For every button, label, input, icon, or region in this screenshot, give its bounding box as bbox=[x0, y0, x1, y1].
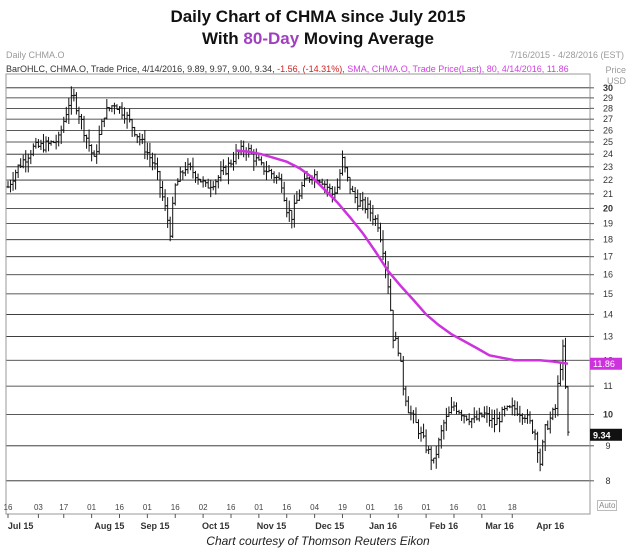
month-label-7: Feb 16 bbox=[430, 521, 459, 531]
y-tick-label-13: 13 bbox=[603, 331, 613, 341]
y-tick-label-11: 11 bbox=[603, 381, 612, 391]
y-tick-label-23: 23 bbox=[603, 162, 613, 172]
month-label-5: Dec 15 bbox=[315, 521, 344, 531]
x-tick-label-3: 01 bbox=[87, 503, 96, 512]
price-axis-price-label: Price bbox=[605, 65, 626, 75]
sma-80-line bbox=[235, 149, 569, 365]
legend-ohlc: BarOHLC, CHMA.O, Trade Price, 4/14/2016,… bbox=[6, 64, 275, 74]
y-tick-label-30: 30 bbox=[603, 83, 613, 93]
month-label-9: Apr 16 bbox=[536, 521, 564, 531]
sma-last-label: 11.86 bbox=[593, 359, 615, 369]
x-tick-label-15: 01 bbox=[422, 503, 431, 512]
legend-row: BarOHLC, CHMA.O, Trade Price, 4/14/2016,… bbox=[6, 64, 569, 74]
y-tick-label-22: 22 bbox=[603, 175, 613, 185]
x-tick-label-4: 16 bbox=[115, 503, 124, 512]
x-tick-label-10: 16 bbox=[282, 503, 291, 512]
chart-header: Daily CHMA.O 7/16/2015 - 4/28/2016 (EST) bbox=[6, 50, 626, 60]
x-tick-label-9: 01 bbox=[254, 503, 263, 512]
y-tick-label-28: 28 bbox=[603, 103, 613, 113]
y-tick-label-14: 14 bbox=[603, 309, 613, 319]
x-tick-label-13: 01 bbox=[366, 503, 375, 512]
month-label-3: Oct 15 bbox=[202, 521, 230, 531]
title-prefix: With bbox=[202, 29, 244, 48]
y-tick-label-16: 16 bbox=[603, 270, 613, 280]
chart-title-line2: With 80-Day Moving Average bbox=[0, 29, 636, 49]
month-label-2: Sep 15 bbox=[140, 521, 169, 531]
title-accent: 80-Day bbox=[243, 29, 300, 48]
month-label-4: Nov 15 bbox=[257, 521, 287, 531]
x-tick-label-1: 03 bbox=[34, 503, 43, 512]
legend-sma: SMA, CHMA.O, Trade Price(Last), 80, 4/14… bbox=[344, 64, 569, 74]
price-axis-unit: Price USD bbox=[605, 65, 626, 87]
y-tick-label-21: 21 bbox=[603, 189, 613, 199]
y-tick-label-15: 15 bbox=[603, 289, 613, 299]
legend-change: -1.56, (-14.31%), bbox=[274, 64, 345, 74]
title-suffix: Moving Average bbox=[299, 29, 434, 48]
y-tick-label-19: 19 bbox=[603, 219, 613, 229]
axes: 8910111213141516171819202122232425262728… bbox=[4, 73, 622, 531]
y-tick-label-20: 20 bbox=[603, 203, 613, 213]
sma-last-label-bg bbox=[590, 357, 622, 370]
x-tick-label-2: 17 bbox=[59, 503, 68, 512]
x-tick-label-5: 01 bbox=[143, 503, 152, 512]
y-tick-label-18: 18 bbox=[603, 235, 613, 245]
y-tick-label-24: 24 bbox=[603, 149, 613, 159]
ohlc-bars bbox=[6, 86, 570, 472]
sma-line-group bbox=[235, 149, 569, 365]
x-tick-label-0: 16 bbox=[4, 503, 13, 512]
x-tick-label-18: 18 bbox=[508, 503, 517, 512]
chart-title-line1: Daily Chart of CHMA since July 2015 bbox=[170, 7, 466, 26]
x-tick-label-11: 04 bbox=[310, 503, 319, 512]
month-label-8: Mar 16 bbox=[485, 521, 514, 531]
y-tick-label-10: 10 bbox=[603, 409, 613, 419]
y-tick-label-27: 27 bbox=[603, 114, 613, 124]
x-tick-label-6: 16 bbox=[171, 503, 180, 512]
chart-credit: Chart courtesy of Thomson Reuters Eikon bbox=[206, 534, 430, 548]
y-tick-label-29: 29 bbox=[603, 93, 613, 103]
month-label-6: Jan 16 bbox=[369, 521, 397, 531]
month-label-1: Aug 15 bbox=[94, 521, 124, 531]
last-price-label-bg bbox=[590, 428, 622, 441]
price-axis-currency: USD bbox=[606, 76, 626, 86]
x-tick-label-7: 02 bbox=[199, 503, 208, 512]
x-tick-label-17: 01 bbox=[477, 503, 486, 512]
date-range-label: 7/16/2015 - 4/28/2016 (EST) bbox=[509, 50, 624, 60]
auto-scale-button[interactable]: Auto bbox=[597, 500, 618, 511]
symbol-label: Daily CHMA.O bbox=[6, 50, 65, 60]
y-tick-label-17: 17 bbox=[603, 252, 613, 262]
y-tick-label-8: 8 bbox=[605, 476, 610, 486]
y-tick-label-9: 9 bbox=[605, 441, 610, 451]
x-tick-label-14: 16 bbox=[394, 503, 403, 512]
y-tick-label-26: 26 bbox=[603, 125, 613, 135]
x-tick-label-16: 16 bbox=[450, 503, 459, 512]
x-tick-label-8: 16 bbox=[227, 503, 236, 512]
month-label-0: Jul 15 bbox=[8, 521, 34, 531]
y-tick-label-25: 25 bbox=[603, 137, 613, 147]
last-price-label: 9.34 bbox=[593, 430, 611, 440]
x-tick-label-12: 19 bbox=[338, 503, 347, 512]
